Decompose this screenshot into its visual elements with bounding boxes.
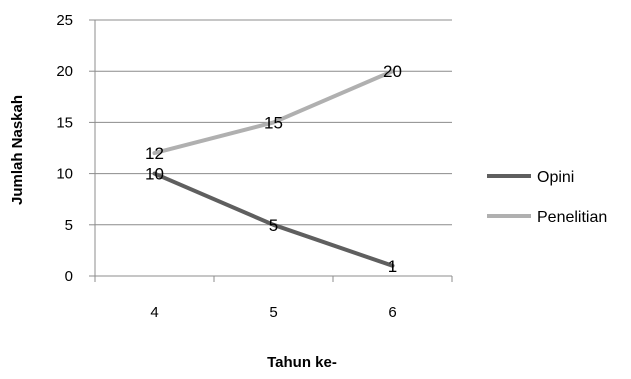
legend: Opini Penelitian	[487, 169, 607, 226]
data-label: 1	[388, 257, 397, 276]
legend-entry: Penelitian	[537, 209, 607, 226]
data-labels: 10 5 1 12 15 20	[145, 62, 402, 276]
series-lines	[152, 69, 395, 268]
y-axis-title: Jumlah Naskah	[9, 95, 26, 205]
axes	[89, 19, 453, 282]
x-tick-labels: 4 5 6	[150, 304, 396, 321]
data-label: 5	[269, 216, 278, 235]
legend-entry: Opini	[537, 169, 574, 186]
data-label: 10	[145, 165, 164, 184]
series-line-penelitian	[152, 69, 395, 156]
data-label: 15	[264, 113, 283, 132]
y-tick-label: 0	[65, 268, 73, 285]
x-tick-label: 5	[269, 304, 277, 321]
x-tick-label: 6	[388, 304, 396, 321]
y-tick-label: 25	[56, 12, 73, 29]
x-axis-title: Tahun ke-	[267, 354, 337, 371]
y-tick-label: 5	[65, 217, 73, 234]
data-label: 12	[145, 144, 164, 163]
y-tick-label: 15	[56, 114, 73, 131]
data-label: 20	[383, 62, 402, 81]
y-tick-label: 20	[56, 63, 73, 80]
series-line-opini	[152, 171, 395, 268]
x-tick-label: 4	[150, 304, 158, 321]
y-tick-label: 10	[56, 166, 73, 183]
y-tick-labels: 0 5 10 15 20 25	[56, 12, 73, 285]
